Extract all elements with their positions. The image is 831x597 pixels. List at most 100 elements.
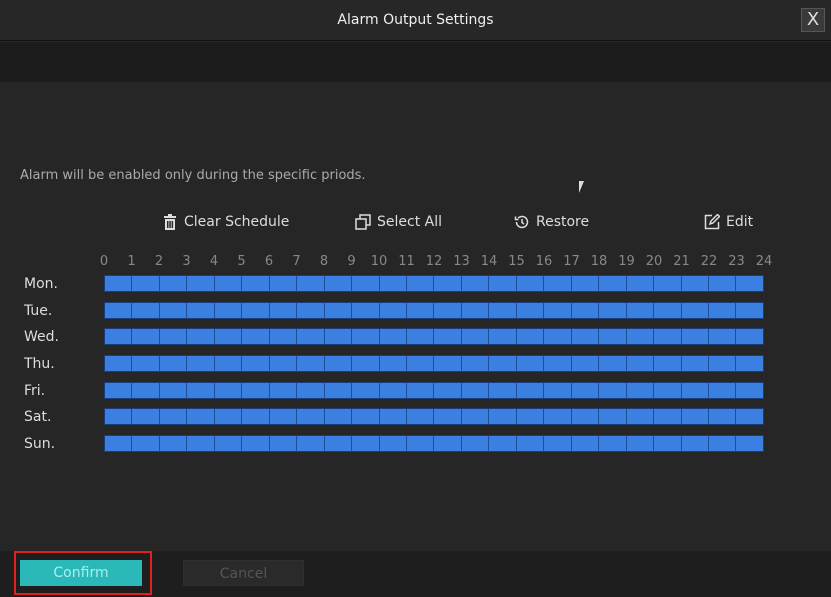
schedule-cell[interactable] [489,382,517,398]
schedule-cell[interactable] [187,382,215,398]
schedule-cell[interactable] [736,356,763,371]
schedule-cell[interactable] [324,329,353,345]
schedule-cell[interactable] [242,382,270,398]
schedule-cell[interactable] [571,382,600,398]
schedule-cell[interactable] [654,409,682,425]
schedule-cell[interactable] [187,409,215,425]
schedule-cell[interactable] [736,329,763,345]
schedule-cell[interactable] [544,436,572,452]
schedule-cell[interactable] [434,302,462,318]
schedule-cell[interactable] [654,329,682,345]
schedule-cell[interactable] [516,276,545,291]
close-button[interactable]: X [801,8,825,32]
schedule-cell[interactable] [379,329,407,345]
schedule-cell[interactable] [708,382,737,398]
schedule-row[interactable] [104,408,764,426]
schedule-cell[interactable] [599,329,627,345]
clear-schedule-button[interactable]: Clear Schedule [162,214,289,230]
schedule-cell[interactable] [269,329,298,345]
schedule-cell[interactable] [187,356,215,371]
schedule-cell[interactable] [571,409,600,425]
schedule-cell[interactable] [516,302,545,318]
schedule-row[interactable] [104,301,764,319]
schedule-cell[interactable] [599,356,627,371]
schedule-cell[interactable] [187,276,215,291]
schedule-cell[interactable] [654,302,682,318]
schedule-cell[interactable] [544,382,572,398]
schedule-cell[interactable] [406,276,435,291]
schedule-cell[interactable] [297,302,325,318]
schedule-cell[interactable] [434,329,462,345]
schedule-cell[interactable] [406,409,435,425]
schedule-cell[interactable] [654,356,682,371]
schedule-cell[interactable] [544,276,572,291]
schedule-cell[interactable] [269,276,298,291]
schedule-cell[interactable] [406,436,435,452]
schedule-cell[interactable] [736,382,763,398]
schedule-cell[interactable] [242,302,270,318]
schedule-cell[interactable] [461,302,490,318]
schedule-cell[interactable] [571,302,600,318]
schedule-cell[interactable] [242,436,270,452]
schedule-cell[interactable] [489,329,517,345]
schedule-cell[interactable] [297,382,325,398]
schedule-cell[interactable] [626,302,655,318]
schedule-cell[interactable] [571,276,600,291]
schedule-cell[interactable] [571,329,600,345]
edit-button[interactable]: Edit [704,214,753,230]
schedule-cell[interactable] [297,356,325,371]
schedule-cell[interactable] [159,356,188,371]
schedule-cell[interactable] [159,409,188,425]
schedule-cell[interactable] [105,382,133,398]
schedule-cell[interactable] [159,436,188,452]
schedule-cell[interactable] [242,329,270,345]
schedule-cell[interactable] [187,329,215,345]
schedule-cell[interactable] [214,302,243,318]
schedule-cell[interactable] [242,409,270,425]
schedule-cell[interactable] [214,329,243,345]
schedule-cell[interactable] [132,329,160,345]
schedule-cell[interactable] [159,329,188,345]
schedule-cell[interactable] [159,302,188,318]
schedule-cell[interactable] [132,409,160,425]
schedule-cell[interactable] [736,436,763,452]
schedule-cell[interactable] [681,329,709,345]
schedule-cell[interactable] [105,409,133,425]
schedule-cell[interactable] [214,436,243,452]
schedule-cell[interactable] [297,329,325,345]
schedule-cell[interactable] [132,436,160,452]
schedule-cell[interactable] [708,329,737,345]
schedule-row[interactable] [104,328,764,346]
schedule-cell[interactable] [489,436,517,452]
schedule-cell[interactable] [681,382,709,398]
schedule-cell[interactable] [544,409,572,425]
schedule-cell[interactable] [516,409,545,425]
schedule-cell[interactable] [489,409,517,425]
schedule-cell[interactable] [352,276,380,291]
schedule-cell[interactable] [132,302,160,318]
schedule-cell[interactable] [461,356,490,371]
schedule-cell[interactable] [708,302,737,318]
schedule-cell[interactable] [544,329,572,345]
schedule-cell[interactable] [681,356,709,371]
schedule-cell[interactable] [708,276,737,291]
schedule-cell[interactable] [187,436,215,452]
schedule-cell[interactable] [379,436,407,452]
schedule-cell[interactable] [242,356,270,371]
schedule-cell[interactable] [132,356,160,371]
schedule-cell[interactable] [105,276,133,291]
schedule-cell[interactable] [269,409,298,425]
schedule-cell[interactable] [379,409,407,425]
schedule-cell[interactable] [159,382,188,398]
schedule-cell[interactable] [736,276,763,291]
schedule-cell[interactable] [379,382,407,398]
schedule-cell[interactable] [269,302,298,318]
schedule-cell[interactable] [489,302,517,318]
schedule-cell[interactable] [626,276,655,291]
schedule-cell[interactable] [105,329,133,345]
schedule-cell[interactable] [489,276,517,291]
schedule-cell[interactable] [214,276,243,291]
schedule-cell[interactable] [516,329,545,345]
schedule-cell[interactable] [599,382,627,398]
schedule-cell[interactable] [571,356,600,371]
